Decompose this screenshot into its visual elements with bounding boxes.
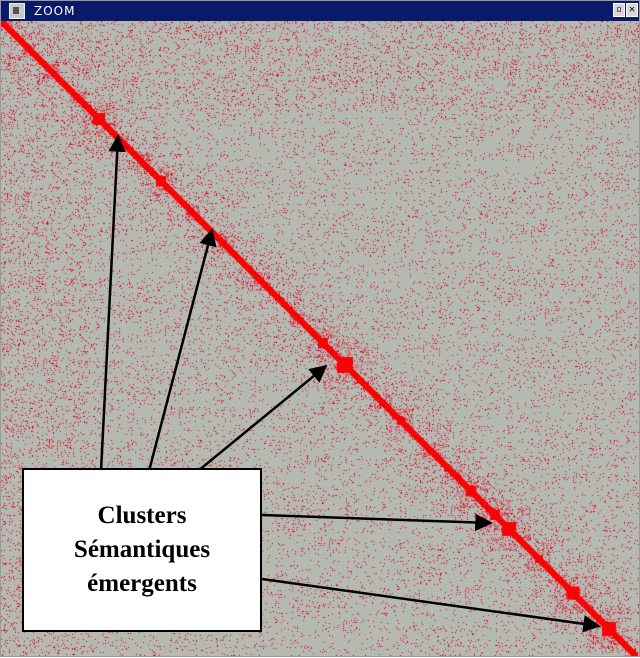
app-icon[interactable]: [9, 3, 25, 19]
callout-line-1: Clusters: [97, 502, 187, 529]
clusters-callout: Clusters Sémantiques émergents: [22, 468, 262, 632]
close-button[interactable]: ✕: [626, 3, 638, 17]
title-bar[interactable]: ZOOM ▫ ✕: [1, 1, 639, 21]
restore-button[interactable]: ▫: [613, 3, 625, 17]
window-title: ZOOM: [34, 4, 76, 18]
callout-line-2: Sémantiques: [73, 536, 211, 563]
callout-line-3: émergents: [87, 570, 197, 597]
